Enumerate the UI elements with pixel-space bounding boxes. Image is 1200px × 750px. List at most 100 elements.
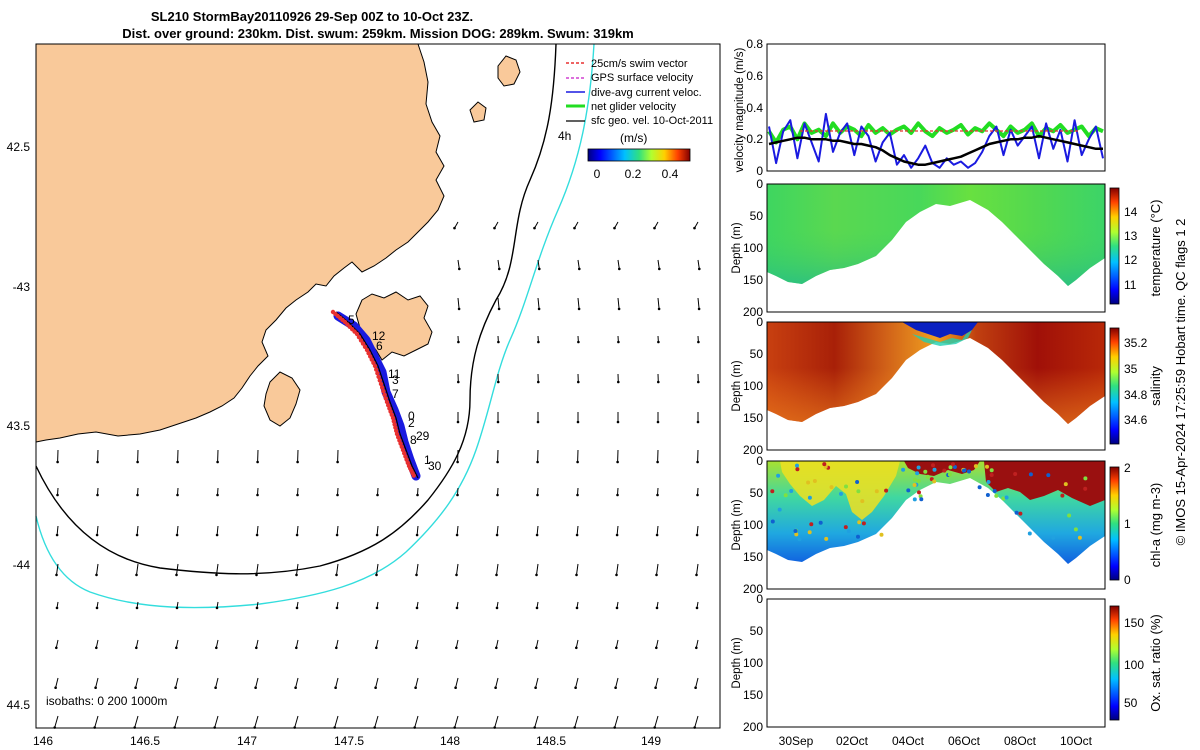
oxygen-plot-area [767, 599, 1105, 727]
geo-arrow-head [135, 646, 138, 650]
map-x-tick: 147.5 [334, 734, 364, 748]
geo-arrow-head [215, 533, 219, 537]
chlorophyll-dot [913, 477, 917, 482]
chlorophyll-dot [824, 536, 829, 541]
geo-arrow [657, 297, 660, 309]
geo-arrow [215, 677, 219, 688]
velocity-series-group [767, 112, 1104, 169]
geo-arrow [655, 639, 659, 648]
salinity-deep [767, 368, 1105, 424]
map-colorbar-tick: 0.4 [662, 167, 679, 181]
map-colorbar-title: (m/s) [620, 131, 647, 145]
legend-swim: 25cm/s swim vector [591, 58, 688, 70]
geo-arrow-head [175, 606, 179, 610]
geo-arrow-head [696, 460, 699, 464]
geo-arrow-head [456, 420, 460, 424]
geo-arrow-head [216, 493, 219, 497]
geo-arrow-head [653, 226, 656, 230]
geo-arrow [495, 677, 499, 688]
day-label: 2 [408, 416, 415, 430]
velocity-series-line [768, 112, 1104, 169]
velocity-series-line [768, 134, 1103, 166]
geo-arrow-head [658, 267, 661, 271]
geo-arrow-head [415, 573, 418, 577]
geo-arrow-head [655, 533, 659, 537]
geo-arrow [414, 715, 419, 728]
swim-marker [374, 367, 379, 372]
geo-arrow [256, 563, 259, 575]
map-x-tick: 149 [641, 734, 661, 748]
swim-marker [375, 371, 380, 376]
geo-arrow-head [576, 493, 579, 497]
oxygen-y-label: Depth (m) [731, 637, 743, 688]
geo-arrow [455, 639, 459, 648]
day-label: 11 [388, 367, 401, 381]
day-label: 0 [408, 409, 415, 423]
time-tick: 30Sep [779, 734, 814, 748]
geo-arrow [136, 525, 139, 536]
legend-dive: dive-avg current veloc. [591, 87, 702, 99]
map-y-tick: -43 [13, 280, 31, 294]
chlorophyll-dot [912, 483, 917, 487]
map-x-tick: 146 [33, 734, 53, 748]
chlorophyll-cb-label: chl-a (mg m-3) [1148, 483, 1163, 568]
geo-arrow-head [457, 340, 460, 344]
time-x-ticks: 30Sep 02Oct 04Oct 06Oct 08Oct 10Oct [779, 734, 1093, 748]
geo-arrow [616, 563, 619, 575]
swim-marker [411, 473, 416, 478]
temperature-cb-tick: 11 [1124, 278, 1137, 292]
geo-arrow-head [537, 340, 540, 344]
geo-arrow-head [697, 380, 700, 384]
geo-arrow-head [295, 533, 299, 537]
swim-marker [360, 341, 366, 346]
geo-arrow-head [498, 267, 501, 271]
velocity-panel: 0 0.2 0.4 0.6 0.8 velocity magnitude (m/… [734, 37, 1106, 178]
geo-arrow-head [696, 420, 700, 424]
geo-arrow-head [254, 646, 258, 650]
geo-arrow-head [695, 573, 698, 577]
geo-arrow-head [617, 307, 621, 311]
chlorophyll-dot [961, 468, 966, 473]
chlorophyll-dot [1063, 482, 1068, 487]
geo-arrow-head [697, 307, 701, 311]
geo-arrow [135, 639, 139, 648]
geo-arrow-head [96, 460, 99, 464]
chlorophyll-cb-tick: 0 [1124, 573, 1131, 587]
chlorophyll-dot [948, 465, 953, 470]
temperature-y-tick: 0 [756, 177, 763, 191]
chlorophyll-dot [777, 507, 782, 512]
chlorophyll-dot [818, 520, 823, 525]
geo-arrow [697, 259, 700, 269]
temperature-y-tick: 50 [750, 209, 764, 223]
geo-arrow [54, 715, 59, 728]
geo-arrow-head [255, 533, 259, 537]
chlorophyll-dot [1004, 495, 1009, 500]
swim-marker [383, 396, 388, 401]
chlorophyll-y-tick: 150 [743, 550, 763, 564]
swim-marker [356, 335, 362, 340]
chlorophyll-dot [879, 532, 884, 537]
swim-marker [381, 389, 386, 394]
geo-arrow [617, 297, 620, 309]
geo-arrow-head [375, 606, 379, 610]
velocity-y-label: velocity magnitude (m/s) [734, 48, 746, 173]
temperature-cb-tick: 12 [1124, 253, 1138, 267]
geo-arrow [457, 259, 460, 269]
salinity-y-tick: 200 [743, 443, 763, 457]
geo-arrow [216, 525, 219, 536]
chlorophyll-dot [776, 473, 781, 478]
geo-arrow [616, 525, 619, 536]
geo-arrow [334, 715, 339, 728]
land-maria [497, 55, 521, 87]
geo-arrow [615, 639, 619, 648]
geo-arrow [134, 715, 139, 728]
geo-arrow [576, 525, 579, 536]
geo-arrow [415, 677, 419, 688]
map-colorbar [587, 148, 691, 162]
geo-arrow [216, 563, 219, 575]
chlorophyll-dot [884, 488, 889, 493]
chlorophyll-dot [846, 529, 851, 534]
chlorophyll-dot [923, 469, 928, 474]
geo-arrow-head [255, 573, 258, 577]
geo-arrow-head [656, 460, 659, 464]
